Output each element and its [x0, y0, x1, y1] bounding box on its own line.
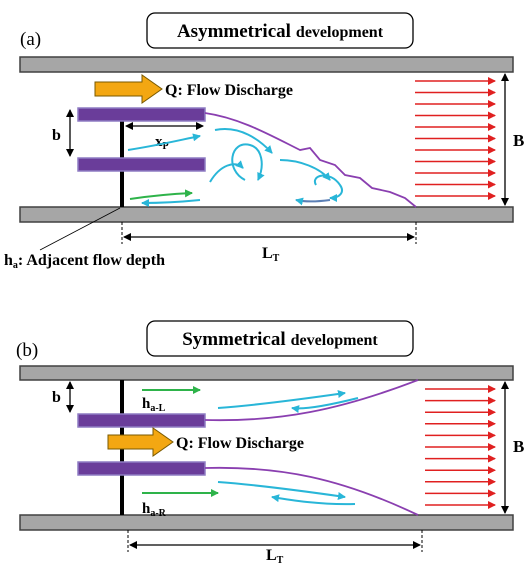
- LT-label: LT: [262, 245, 280, 264]
- text-part: development: [291, 332, 379, 349]
- plate: [78, 462, 205, 475]
- eddy: [272, 497, 355, 504]
- h-left-label: ha-L: [142, 396, 166, 414]
- text-part: a-L: [150, 403, 165, 414]
- uniform-flow-arrows: [415, 81, 495, 196]
- bottom-wall: [20, 515, 513, 530]
- text-part: T: [277, 555, 284, 563]
- mixing-boundary: [205, 113, 416, 207]
- eddy: [280, 160, 330, 180]
- text-part: : Adjacent flow depth: [18, 252, 165, 269]
- text-part: T: [273, 253, 280, 264]
- eddy: [232, 144, 261, 180]
- discharge-label: Q: Flow Discharge: [176, 435, 304, 452]
- text-part: a-R: [150, 508, 166, 519]
- B-label: B: [513, 131, 524, 150]
- text-part: development: [296, 24, 384, 41]
- top-wall: [20, 366, 513, 380]
- eddy: [210, 164, 243, 182]
- text-part: L: [266, 547, 277, 563]
- top-wall: [20, 57, 513, 72]
- panel-b: (b) Symmetrical development Q: Flow Disch…: [16, 321, 524, 563]
- flow-arrow: [108, 428, 173, 456]
- LT-label: LT: [266, 547, 284, 563]
- text-part: Symmetrical: [182, 329, 285, 350]
- figure: (a) Asymmetrical development Q: Flow Disc…: [0, 0, 526, 563]
- plate: [78, 108, 205, 121]
- panel-label: (a): [20, 29, 41, 50]
- text-part: Asymmetrical: [177, 21, 291, 42]
- bottom-wall: [20, 207, 513, 222]
- eddy: [142, 200, 200, 203]
- eddy: [218, 482, 345, 497]
- B-label: B: [513, 437, 524, 456]
- h-right-label: ha-R: [142, 501, 167, 519]
- panel-title: Asymmetrical development: [177, 21, 384, 42]
- b-label: b: [52, 389, 61, 406]
- b-label: b: [52, 127, 61, 144]
- adjacent-flow: [130, 193, 192, 199]
- panel-a: (a) Asymmetrical development Q: Flow Disc…: [4, 13, 524, 271]
- plate: [78, 158, 205, 171]
- panel-label: (b): [16, 340, 38, 361]
- text-part: L: [262, 245, 273, 262]
- text-part: h: [4, 252, 13, 269]
- mixing-boundary: [205, 380, 418, 420]
- adjacent-label: ha: Adjacent flow depth: [4, 252, 165, 271]
- discharge-label: Q: Flow Discharge: [165, 82, 293, 99]
- uniform-flow-arrows: [425, 389, 495, 505]
- eddy: [296, 200, 330, 202]
- flow-arrow: [95, 75, 162, 103]
- panel-title: Symmetrical development: [182, 329, 378, 350]
- plate: [78, 414, 205, 427]
